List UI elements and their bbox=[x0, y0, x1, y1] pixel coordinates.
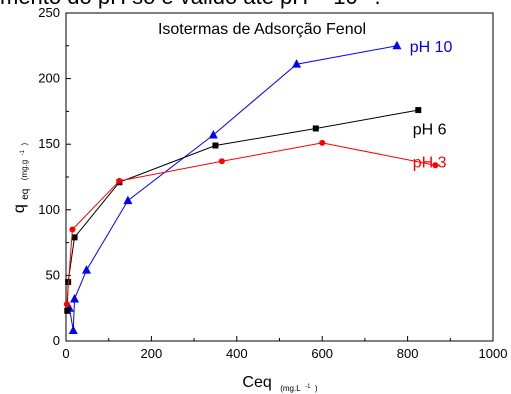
x-tick-label: 1000 bbox=[479, 346, 508, 361]
header-main-text: mento do pH só é válido até pH = 10 bbox=[0, 0, 358, 9]
chart-title: Isotermas de Adsorção Fenol bbox=[158, 21, 366, 38]
x-tick-label: 600 bbox=[311, 346, 333, 361]
x-tick-label: 200 bbox=[141, 346, 163, 361]
x-axis-label-text: Ceq bbox=[242, 374, 271, 391]
data-point bbox=[116, 177, 123, 184]
series-line-ph-10 bbox=[68, 45, 397, 331]
y-tick-label: 50 bbox=[46, 267, 60, 282]
data-point bbox=[123, 195, 133, 205]
y-axis-unit-close: ) bbox=[20, 143, 29, 146]
series-line-ph-6 bbox=[66, 109, 419, 311]
axes: 0 200 400 600 800 1000 0 50 100 150 200 250 bbox=[38, 5, 507, 361]
data-point bbox=[432, 162, 439, 169]
y-tick-label: 200 bbox=[38, 71, 60, 86]
data-point bbox=[69, 226, 76, 233]
data-point bbox=[218, 158, 225, 165]
series-label-ph-3: pH 3 bbox=[413, 154, 447, 171]
x-tick-label: 800 bbox=[397, 346, 419, 361]
y-axis-label-text: q bbox=[11, 204, 28, 213]
data-point bbox=[212, 142, 219, 149]
y-axis-label-sub: eq bbox=[20, 189, 31, 200]
data-point bbox=[71, 234, 78, 241]
x-axis-unit-close: ) bbox=[315, 384, 318, 393]
y-axis-unit: (mg.g bbox=[20, 160, 29, 180]
data-point bbox=[70, 294, 80, 303]
y-tick-label: 100 bbox=[38, 202, 60, 217]
series-line-ph-3 bbox=[66, 142, 436, 305]
data-point bbox=[319, 139, 326, 146]
y-tick-label: 250 bbox=[38, 5, 60, 20]
series-label-ph-10: pH 10 bbox=[410, 39, 453, 56]
y-axis-unit-sup: -1 bbox=[20, 149, 26, 155]
series-ph-10: pH 10 bbox=[64, 39, 453, 335]
y-axis-label: q eq (mg.g -1 ) bbox=[11, 143, 32, 214]
x-tick-label: 400 bbox=[226, 346, 248, 361]
x-axis-label: Ceq (mg.L -1 ) bbox=[242, 374, 318, 394]
data-point bbox=[68, 325, 78, 335]
data-point bbox=[81, 265, 91, 274]
data-point bbox=[312, 125, 319, 132]
x-axis-unit-sup: -1 bbox=[305, 384, 311, 390]
data-point bbox=[208, 130, 218, 139]
x-tick-label: 0 bbox=[62, 346, 69, 361]
series-label-ph-6: pH 6 bbox=[413, 121, 447, 138]
series-layer: pH 10 pH 6 pH 3 bbox=[63, 39, 453, 335]
header-text: mento do pH só é válido até pH = 10-1 . bbox=[0, 0, 511, 10]
y-tick-label: 0 bbox=[53, 333, 60, 348]
data-point bbox=[63, 301, 70, 308]
data-point bbox=[415, 107, 422, 114]
data-point bbox=[392, 40, 402, 50]
data-point bbox=[64, 307, 71, 314]
data-point bbox=[292, 59, 302, 68]
series-ph-3: pH 3 bbox=[63, 139, 447, 308]
plot-frame bbox=[65, 12, 494, 342]
x-axis-unit: (mg.L bbox=[280, 384, 301, 393]
y-tick-label: 150 bbox=[38, 136, 60, 151]
